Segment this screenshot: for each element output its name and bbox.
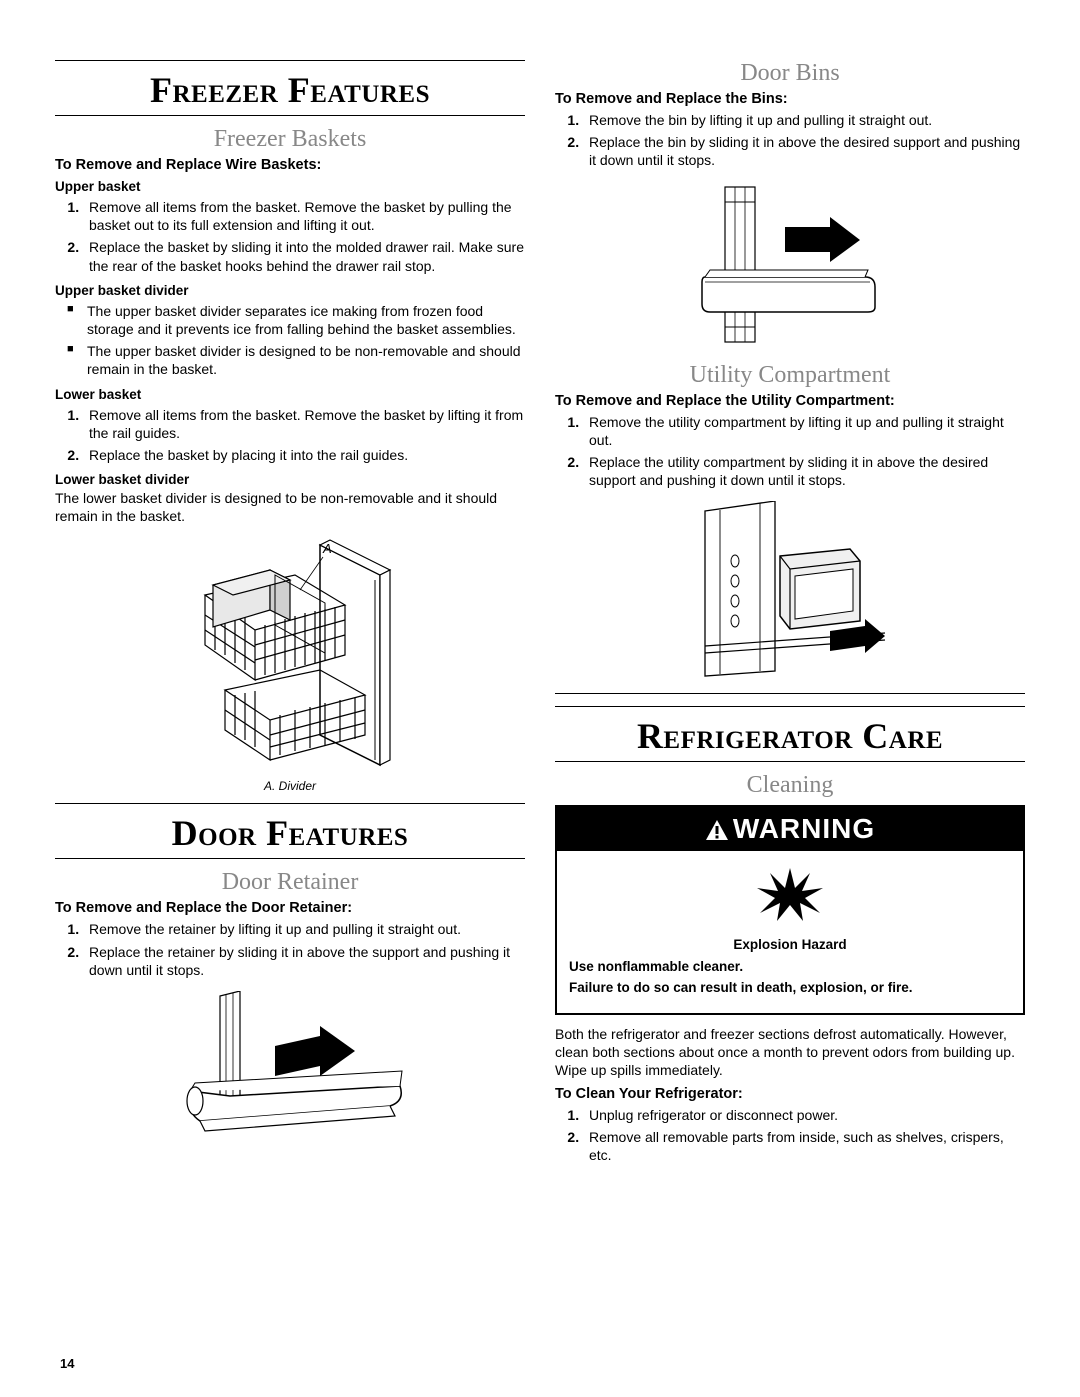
door-features-heading: Door Features xyxy=(55,803,525,859)
list-item: Remove all removable parts from inside, … xyxy=(583,1126,1025,1166)
freezer-features-heading: Freezer Features xyxy=(55,60,525,116)
upper-divider-bullets: The upper basket divider separates ice m… xyxy=(55,300,525,381)
utility-illustration xyxy=(685,501,895,681)
utility-steps: Remove the utility compartment by liftin… xyxy=(555,411,1025,492)
cleaning-head: To Clean Your Refrigerator: xyxy=(555,1086,1025,1102)
freezer-baskets-heading: Freezer Baskets xyxy=(55,126,525,153)
list-item: The upper basket divider is designed to … xyxy=(67,340,525,380)
warning-header: WARNING xyxy=(557,807,1023,851)
left-column: Freezer Features Freezer Baskets To Remo… xyxy=(55,60,525,1172)
warning-line1: Use nonflammable cleaner. xyxy=(569,958,1011,976)
divider-rule xyxy=(555,693,1025,694)
lower-divider-text: The lower basket divider is designed to … xyxy=(55,489,525,525)
right-column: Door Bins To Remove and Replace the Bins… xyxy=(555,60,1025,1172)
lower-basket-steps: Remove all items from the basket. Remove… xyxy=(55,404,525,467)
door-bins-head: To Remove and Replace the Bins: xyxy=(555,91,1025,107)
cleaning-steps: Unplug refrigerator or disconnect power.… xyxy=(555,1104,1025,1167)
warning-line2: Failure to do so can result in death, ex… xyxy=(569,979,1011,997)
refrigerator-care-heading: Refrigerator Care xyxy=(555,706,1025,762)
list-item: Replace the basket by placing it into th… xyxy=(83,444,525,466)
door-retainer-figure xyxy=(55,991,525,1141)
list-item: Remove the retainer by lifting it up and… xyxy=(83,918,525,940)
door-bins-figure xyxy=(555,182,1025,352)
freezer-basket-figure: A A. Divider xyxy=(55,535,525,793)
list-item: Remove the bin by lifting it up and pull… xyxy=(583,109,1025,131)
door-retainer-illustration xyxy=(160,991,420,1141)
warning-body: Explosion Hazard Use nonflammable cleane… xyxy=(557,851,1023,1013)
remove-replace-wire-baskets-head: To Remove and Replace Wire Baskets: xyxy=(55,157,525,173)
manual-page: Freezer Features Freezer Baskets To Remo… xyxy=(55,60,1025,1172)
warning-box: WARNING Explosion Hazard Use nonflammabl… xyxy=(555,805,1025,1015)
list-item: Remove all items from the basket. Remove… xyxy=(83,196,525,236)
freezer-basket-illustration: A xyxy=(175,535,405,775)
list-item: Replace the bin by sliding it in above t… xyxy=(583,131,1025,171)
list-item: Replace the basket by sliding it into th… xyxy=(83,236,525,276)
cleaning-heading: Cleaning xyxy=(555,772,1025,799)
door-retainer-steps: Remove the retainer by lifting it up and… xyxy=(55,918,525,981)
utility-head: To Remove and Replace the Utility Compar… xyxy=(555,393,1025,409)
cleaning-intro: Both the refrigerator and freezer sectio… xyxy=(555,1025,1025,1080)
upper-basket-divider-label: Upper basket divider xyxy=(55,283,525,298)
list-item: Unplug refrigerator or disconnect power. xyxy=(583,1104,1025,1126)
warning-triangle-icon xyxy=(705,819,729,841)
utility-compartment-heading: Utility Compartment xyxy=(555,362,1025,389)
page-number: 14 xyxy=(60,1356,74,1371)
freezer-figure-caption: A. Divider xyxy=(55,779,525,793)
explosion-icon xyxy=(755,863,825,923)
warning-label: WARNING xyxy=(733,813,875,844)
lower-basket-divider-label: Lower basket divider xyxy=(55,472,525,487)
utility-figure xyxy=(555,501,1025,681)
list-item: Replace the retainer by sliding it in ab… xyxy=(83,941,525,981)
list-item: The upper basket divider separates ice m… xyxy=(67,300,525,340)
list-item: Remove all items from the basket. Remove… xyxy=(83,404,525,444)
upper-basket-steps: Remove all items from the basket. Remove… xyxy=(55,196,525,277)
door-bins-heading: Door Bins xyxy=(555,60,1025,87)
lower-basket-label: Lower basket xyxy=(55,387,525,402)
door-bins-steps: Remove the bin by lifting it up and pull… xyxy=(555,109,1025,172)
list-item: Replace the utility compartment by slidi… xyxy=(583,451,1025,491)
list-item: Remove the utility compartment by liftin… xyxy=(583,411,1025,451)
door-retainer-head: To Remove and Replace the Door Retainer: xyxy=(55,900,525,916)
upper-basket-label: Upper basket xyxy=(55,179,525,194)
door-bins-illustration xyxy=(690,182,890,352)
door-retainer-heading: Door Retainer xyxy=(55,869,525,896)
label-a: A xyxy=(322,541,332,556)
explosion-hazard-text: Explosion Hazard xyxy=(569,936,1011,954)
